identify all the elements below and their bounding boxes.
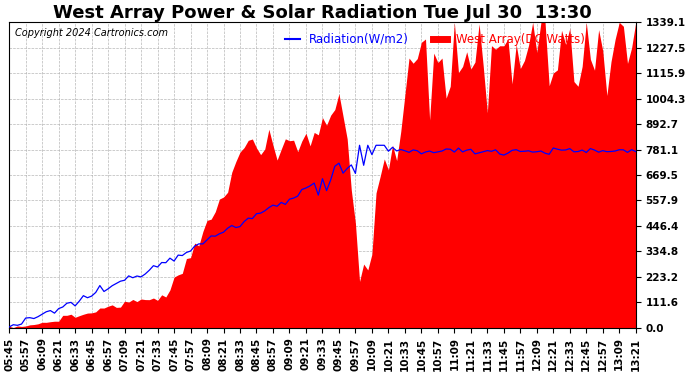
Title: West Array Power & Solar Radiation Tue Jul 30  13:30: West Array Power & Solar Radiation Tue J… xyxy=(53,4,592,22)
Text: Copyright 2024 Cartronics.com: Copyright 2024 Cartronics.com xyxy=(15,28,168,39)
Legend: Radiation(W/m2), West Array(DC Watts): Radiation(W/m2), West Array(DC Watts) xyxy=(281,28,590,51)
